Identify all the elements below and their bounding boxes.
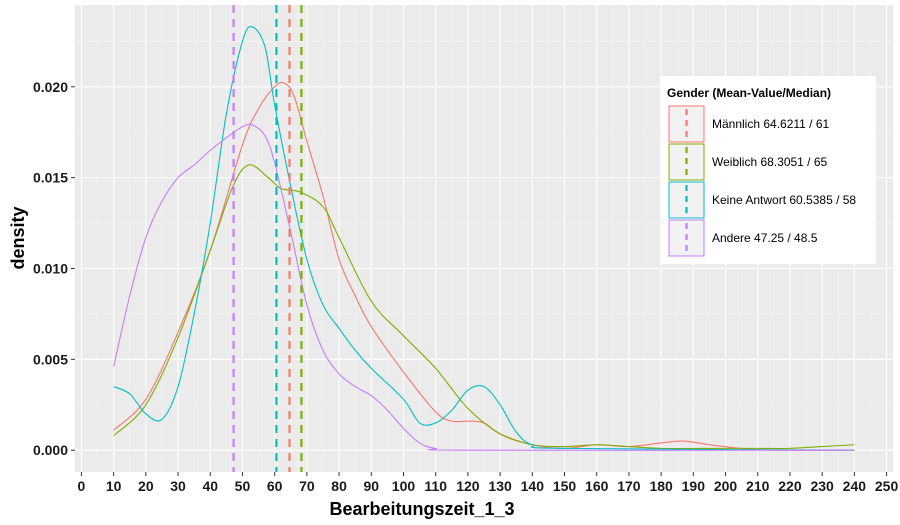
- x-axis-title: Bearbeitungszeit_1_3: [329, 499, 514, 519]
- x-tick-label: 20: [138, 478, 154, 494]
- y-tick-label: 0.010: [33, 260, 68, 276]
- x-tick-label: 120: [456, 478, 480, 494]
- x-tick-label: 10: [106, 478, 122, 494]
- x-tick-label: 220: [778, 478, 802, 494]
- x-tick-label: 70: [299, 478, 315, 494]
- y-tick-label: 0.005: [33, 351, 68, 367]
- x-tick-label: 200: [714, 478, 738, 494]
- x-tick-label: 180: [649, 478, 673, 494]
- x-tick-label: 0: [78, 478, 86, 494]
- x-tick-label: 80: [331, 478, 347, 494]
- x-tick-label: 90: [363, 478, 379, 494]
- mean-lines: [232, 5, 303, 472]
- x-tick-label: 50: [235, 478, 251, 494]
- x-tick-label: 140: [521, 478, 545, 494]
- x-tick-label: 40: [202, 478, 218, 494]
- legend-label: Männlich 64.6211 / 61: [712, 117, 830, 131]
- grid-lines: [75, 5, 893, 472]
- x-tick-label: 150: [553, 478, 577, 494]
- legend-label: Andere 47.25 / 48.5: [712, 231, 818, 245]
- x-tick-label: 230: [810, 478, 834, 494]
- y-tick-label: 0.000: [33, 442, 68, 458]
- x-axis-ticks: 0 10 20 30 40 50 60 70 80 90 100 110 120 130 140 150 160…: [78, 472, 899, 494]
- x-tick-label: 160: [585, 478, 609, 494]
- x-tick-label: 60: [267, 478, 283, 494]
- x-tick-label: 100: [392, 478, 416, 494]
- x-tick-label: 240: [843, 478, 867, 494]
- x-tick-label: 30: [170, 478, 186, 494]
- legend-label: Keine Antwort 60.5385 / 58: [712, 193, 856, 207]
- legend-label: Weiblich 68.3051 / 65: [712, 155, 828, 169]
- legend: Gender (Mean-Value/Median) Männlich 64.6…: [660, 76, 876, 264]
- x-tick-label: 210: [746, 478, 770, 494]
- density-curve: [113, 164, 855, 450]
- legend-item: Weiblich 68.3051 / 65: [668, 143, 828, 181]
- legend-item: Keine Antwort 60.5385 / 58: [668, 181, 856, 219]
- y-axis-title: density: [8, 206, 28, 269]
- legend-item: Männlich 64.6211 / 61: [668, 105, 830, 143]
- x-tick-label: 250: [875, 478, 899, 494]
- y-axis-ticks: 0.000 0.005 0.010 0.015 0.020: [33, 79, 75, 458]
- density-curves: [113, 26, 855, 451]
- x-tick-label: 170: [617, 478, 641, 494]
- y-tick-label: 0.015: [33, 170, 68, 186]
- legend-item: Andere 47.25 / 48.5: [668, 219, 818, 257]
- x-tick-label: 130: [488, 478, 512, 494]
- x-tick-label: 110: [424, 478, 447, 494]
- x-tick-label: 190: [682, 478, 706, 494]
- density-curve: [113, 81, 855, 451]
- legend-title: Gender (Mean-Value/Median): [667, 86, 831, 100]
- y-tick-label: 0.020: [33, 79, 68, 95]
- density-curve: [113, 26, 855, 451]
- density-curve: [113, 123, 855, 451]
